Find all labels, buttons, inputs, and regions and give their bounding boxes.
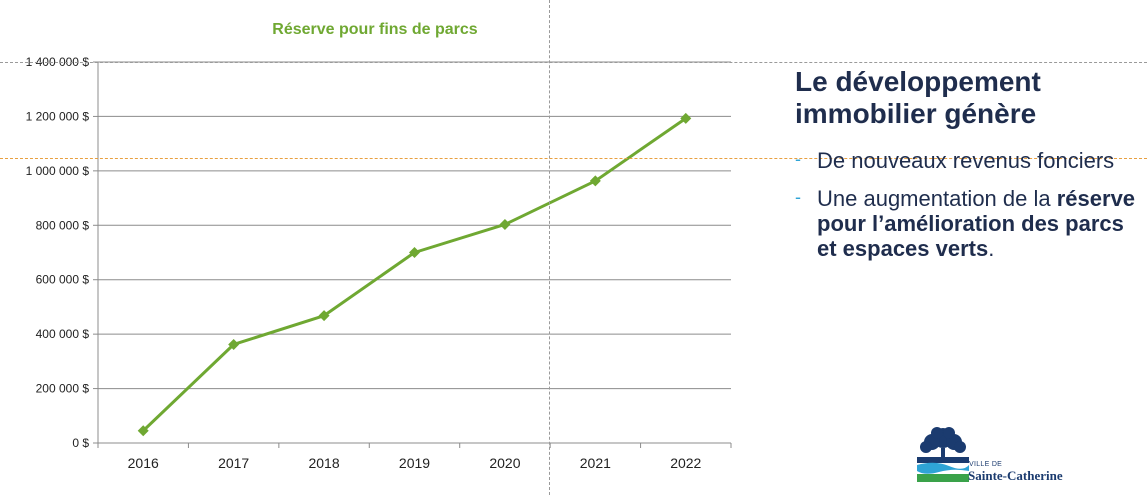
series <box>137 112 692 437</box>
x-tick-label: 2017 <box>218 455 249 471</box>
data-point <box>589 175 601 187</box>
gridlines <box>98 61 731 444</box>
data-point <box>680 112 692 124</box>
guide-line-horizontal-orange <box>0 158 1147 159</box>
x-tick-label: 2018 <box>308 455 339 471</box>
bullet-marker: - <box>795 187 801 207</box>
chart-title: Réserve pour fins de parcs <box>272 21 478 38</box>
x-tick-labels: 2016 2017 2018 2019 2020 2021 2022 <box>128 455 702 471</box>
bullet-marker: - <box>795 149 801 169</box>
bullet-text-plain: Une augmentation de la <box>817 186 1057 211</box>
x-tick-label: 2020 <box>489 455 520 471</box>
logo-subtitle: VILLE DE <box>969 461 1003 468</box>
data-point <box>409 247 420 258</box>
bullet-text-bold: réserve pour l’amélioration des parcs et… <box>817 186 1136 261</box>
bullet-list: - De nouveaux revenus fonciers - Une aug… <box>795 148 1140 274</box>
y-tick-label: 1 200 000 $ <box>26 109 90 123</box>
logo-name: Sainte-Catherine <box>968 468 1063 483</box>
bullet-item: - Une augmentation de la réserve pour l’… <box>795 186 1140 261</box>
y-tick-label: 0 $ <box>72 436 89 450</box>
city-logo: VILLE DE Sainte-Catherine <box>915 424 1085 486</box>
guide-line-horizontal <box>0 62 1147 63</box>
y-tick-label: 200 000 $ <box>36 382 90 396</box>
axes <box>93 61 732 448</box>
guide-line-vertical <box>549 0 550 495</box>
bullet-text-end: . <box>988 236 995 261</box>
bullet-text: De nouveaux revenus fonciers <box>817 148 1115 173</box>
data-point <box>137 425 149 437</box>
slide-headline: Le développement immobilier génère <box>795 66 1041 129</box>
bullet-item: - De nouveaux revenus fonciers <box>795 148 1140 173</box>
y-tick-label: 400 000 $ <box>36 327 90 341</box>
tree-logo-icon <box>917 427 969 482</box>
y-tick-label: 600 000 $ <box>36 273 90 287</box>
y-tick-label: 800 000 $ <box>36 218 90 232</box>
line-chart: 0 $ 200 000 $ 400 000 $ 600 000 $ 800 000 $ 1… <box>26 55 732 471</box>
x-tick-label: 2021 <box>580 455 611 471</box>
y-tick-labels: 0 $ 200 000 $ 400 000 $ 600 000 $ 800 000 $ 1… <box>26 55 90 450</box>
y-tick-label: 1 000 000 $ <box>26 164 90 178</box>
series-line <box>142 117 687 432</box>
data-point <box>228 338 240 350</box>
x-tick-label: 2019 <box>399 455 430 471</box>
data-point <box>499 218 511 230</box>
data-point <box>318 310 330 322</box>
x-tick-label: 2022 <box>670 455 701 471</box>
x-tick-label: 2016 <box>128 455 159 471</box>
